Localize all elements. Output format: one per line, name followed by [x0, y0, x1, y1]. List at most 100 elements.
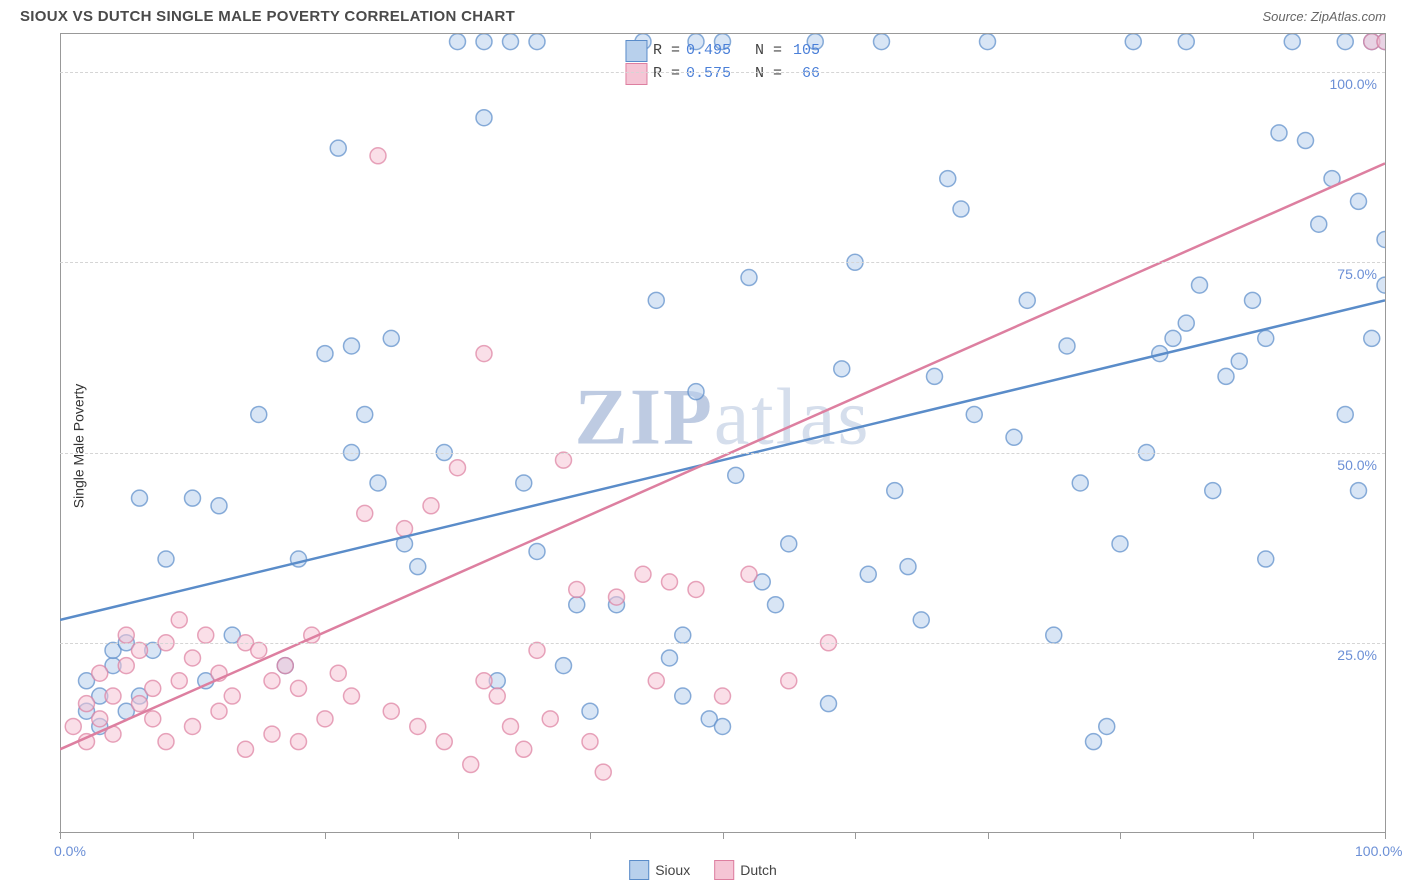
data-point-sioux [529, 34, 545, 50]
data-point-sioux [1337, 34, 1353, 50]
data-point-dutch [118, 627, 134, 643]
data-point-dutch [383, 703, 399, 719]
data-point-sioux [1072, 475, 1088, 491]
data-point-dutch [92, 665, 108, 681]
x-tick [988, 833, 989, 839]
data-point-dutch [648, 673, 664, 689]
data-point-sioux [582, 703, 598, 719]
data-point-dutch [556, 452, 572, 468]
legend-swatch [625, 63, 647, 85]
data-point-sioux [556, 658, 572, 674]
legend-n-value: 66 [788, 63, 820, 86]
data-point-sioux [476, 34, 492, 50]
data-point-sioux [185, 490, 201, 506]
data-point-sioux [1099, 718, 1115, 734]
legend-swatch [625, 40, 647, 62]
data-point-sioux [860, 566, 876, 582]
data-point-sioux [344, 338, 360, 354]
data-point-sioux [529, 543, 545, 559]
data-point-sioux [1364, 330, 1380, 346]
data-point-dutch [185, 718, 201, 734]
x-tick [1253, 833, 1254, 839]
data-point-sioux [953, 201, 969, 217]
data-point-sioux [1192, 277, 1208, 293]
data-point-dutch [423, 498, 439, 514]
data-point-dutch [516, 741, 532, 757]
data-point-dutch [211, 703, 227, 719]
data-point-sioux [1351, 193, 1367, 209]
data-point-sioux [1377, 231, 1385, 247]
data-point-sioux [503, 34, 519, 50]
x-tick [60, 833, 61, 839]
data-point-dutch [476, 346, 492, 362]
data-point-sioux [1059, 338, 1075, 354]
data-point-dutch [741, 566, 757, 582]
data-point-dutch [503, 718, 519, 734]
gridline [60, 72, 1385, 73]
header: SIOUX VS DUTCH SINGLE MALE POVERTY CORRE… [0, 0, 1406, 29]
data-point-dutch [595, 764, 611, 780]
bottom-legend-item: Sioux [629, 860, 690, 880]
data-point-dutch [251, 642, 267, 658]
y-tick-label: 25.0% [1337, 647, 1377, 663]
data-point-dutch [370, 148, 386, 164]
x-tick-label: 0.0% [54, 843, 86, 859]
data-point-sioux [980, 34, 996, 50]
bottom-legend-item: Dutch [714, 860, 777, 880]
legend-label: Dutch [740, 862, 777, 878]
source-attribution: Source: ZipAtlas.com [1262, 9, 1386, 24]
data-point-dutch [582, 734, 598, 750]
data-point-sioux [781, 536, 797, 552]
data-point-sioux [741, 270, 757, 286]
data-point-dutch [529, 642, 545, 658]
data-point-dutch [450, 460, 466, 476]
data-point-dutch [264, 673, 280, 689]
data-point-sioux [158, 551, 174, 567]
data-point-sioux [251, 406, 267, 422]
legend-swatch [714, 860, 734, 880]
data-point-dutch [291, 680, 307, 696]
data-point-dutch [410, 718, 426, 734]
data-point-sioux [450, 34, 466, 50]
data-point-sioux [940, 171, 956, 187]
legend-n-value: 105 [788, 40, 820, 63]
legend-swatch [629, 860, 649, 880]
legend-r-label: R = [653, 40, 680, 63]
x-tick [325, 833, 326, 839]
legend-stat-row: R = 0.575 N = 66 [625, 63, 820, 86]
data-point-dutch [264, 726, 280, 742]
data-point-sioux [834, 361, 850, 377]
data-point-sioux [1351, 483, 1367, 499]
legend-n-label: N = [737, 40, 782, 63]
data-point-sioux [1086, 734, 1102, 750]
data-point-dutch [145, 711, 161, 727]
data-point-sioux [768, 597, 784, 613]
x-tick [458, 833, 459, 839]
data-point-sioux [383, 330, 399, 346]
data-point-sioux [675, 627, 691, 643]
data-point-sioux [1311, 216, 1327, 232]
data-point-dutch [158, 734, 174, 750]
data-point-dutch [132, 642, 148, 658]
data-point-sioux [1258, 551, 1274, 567]
data-point-dutch [463, 757, 479, 773]
data-point-sioux [821, 696, 837, 712]
data-point-sioux [887, 483, 903, 499]
data-point-dutch [436, 734, 452, 750]
data-point-dutch [132, 696, 148, 712]
data-point-sioux [874, 34, 890, 50]
data-point-sioux [900, 559, 916, 575]
data-point-dutch [65, 718, 81, 734]
data-point-sioux [688, 384, 704, 400]
data-point-sioux [1178, 315, 1194, 331]
data-point-sioux [330, 140, 346, 156]
data-point-dutch [569, 581, 585, 597]
data-point-dutch [79, 696, 95, 712]
data-point-sioux [410, 559, 426, 575]
data-point-dutch [317, 711, 333, 727]
x-tick [1120, 833, 1121, 839]
data-point-dutch [171, 612, 187, 628]
data-point-sioux [1258, 330, 1274, 346]
data-point-dutch [344, 688, 360, 704]
legend-r-value: 0.575 [686, 63, 731, 86]
